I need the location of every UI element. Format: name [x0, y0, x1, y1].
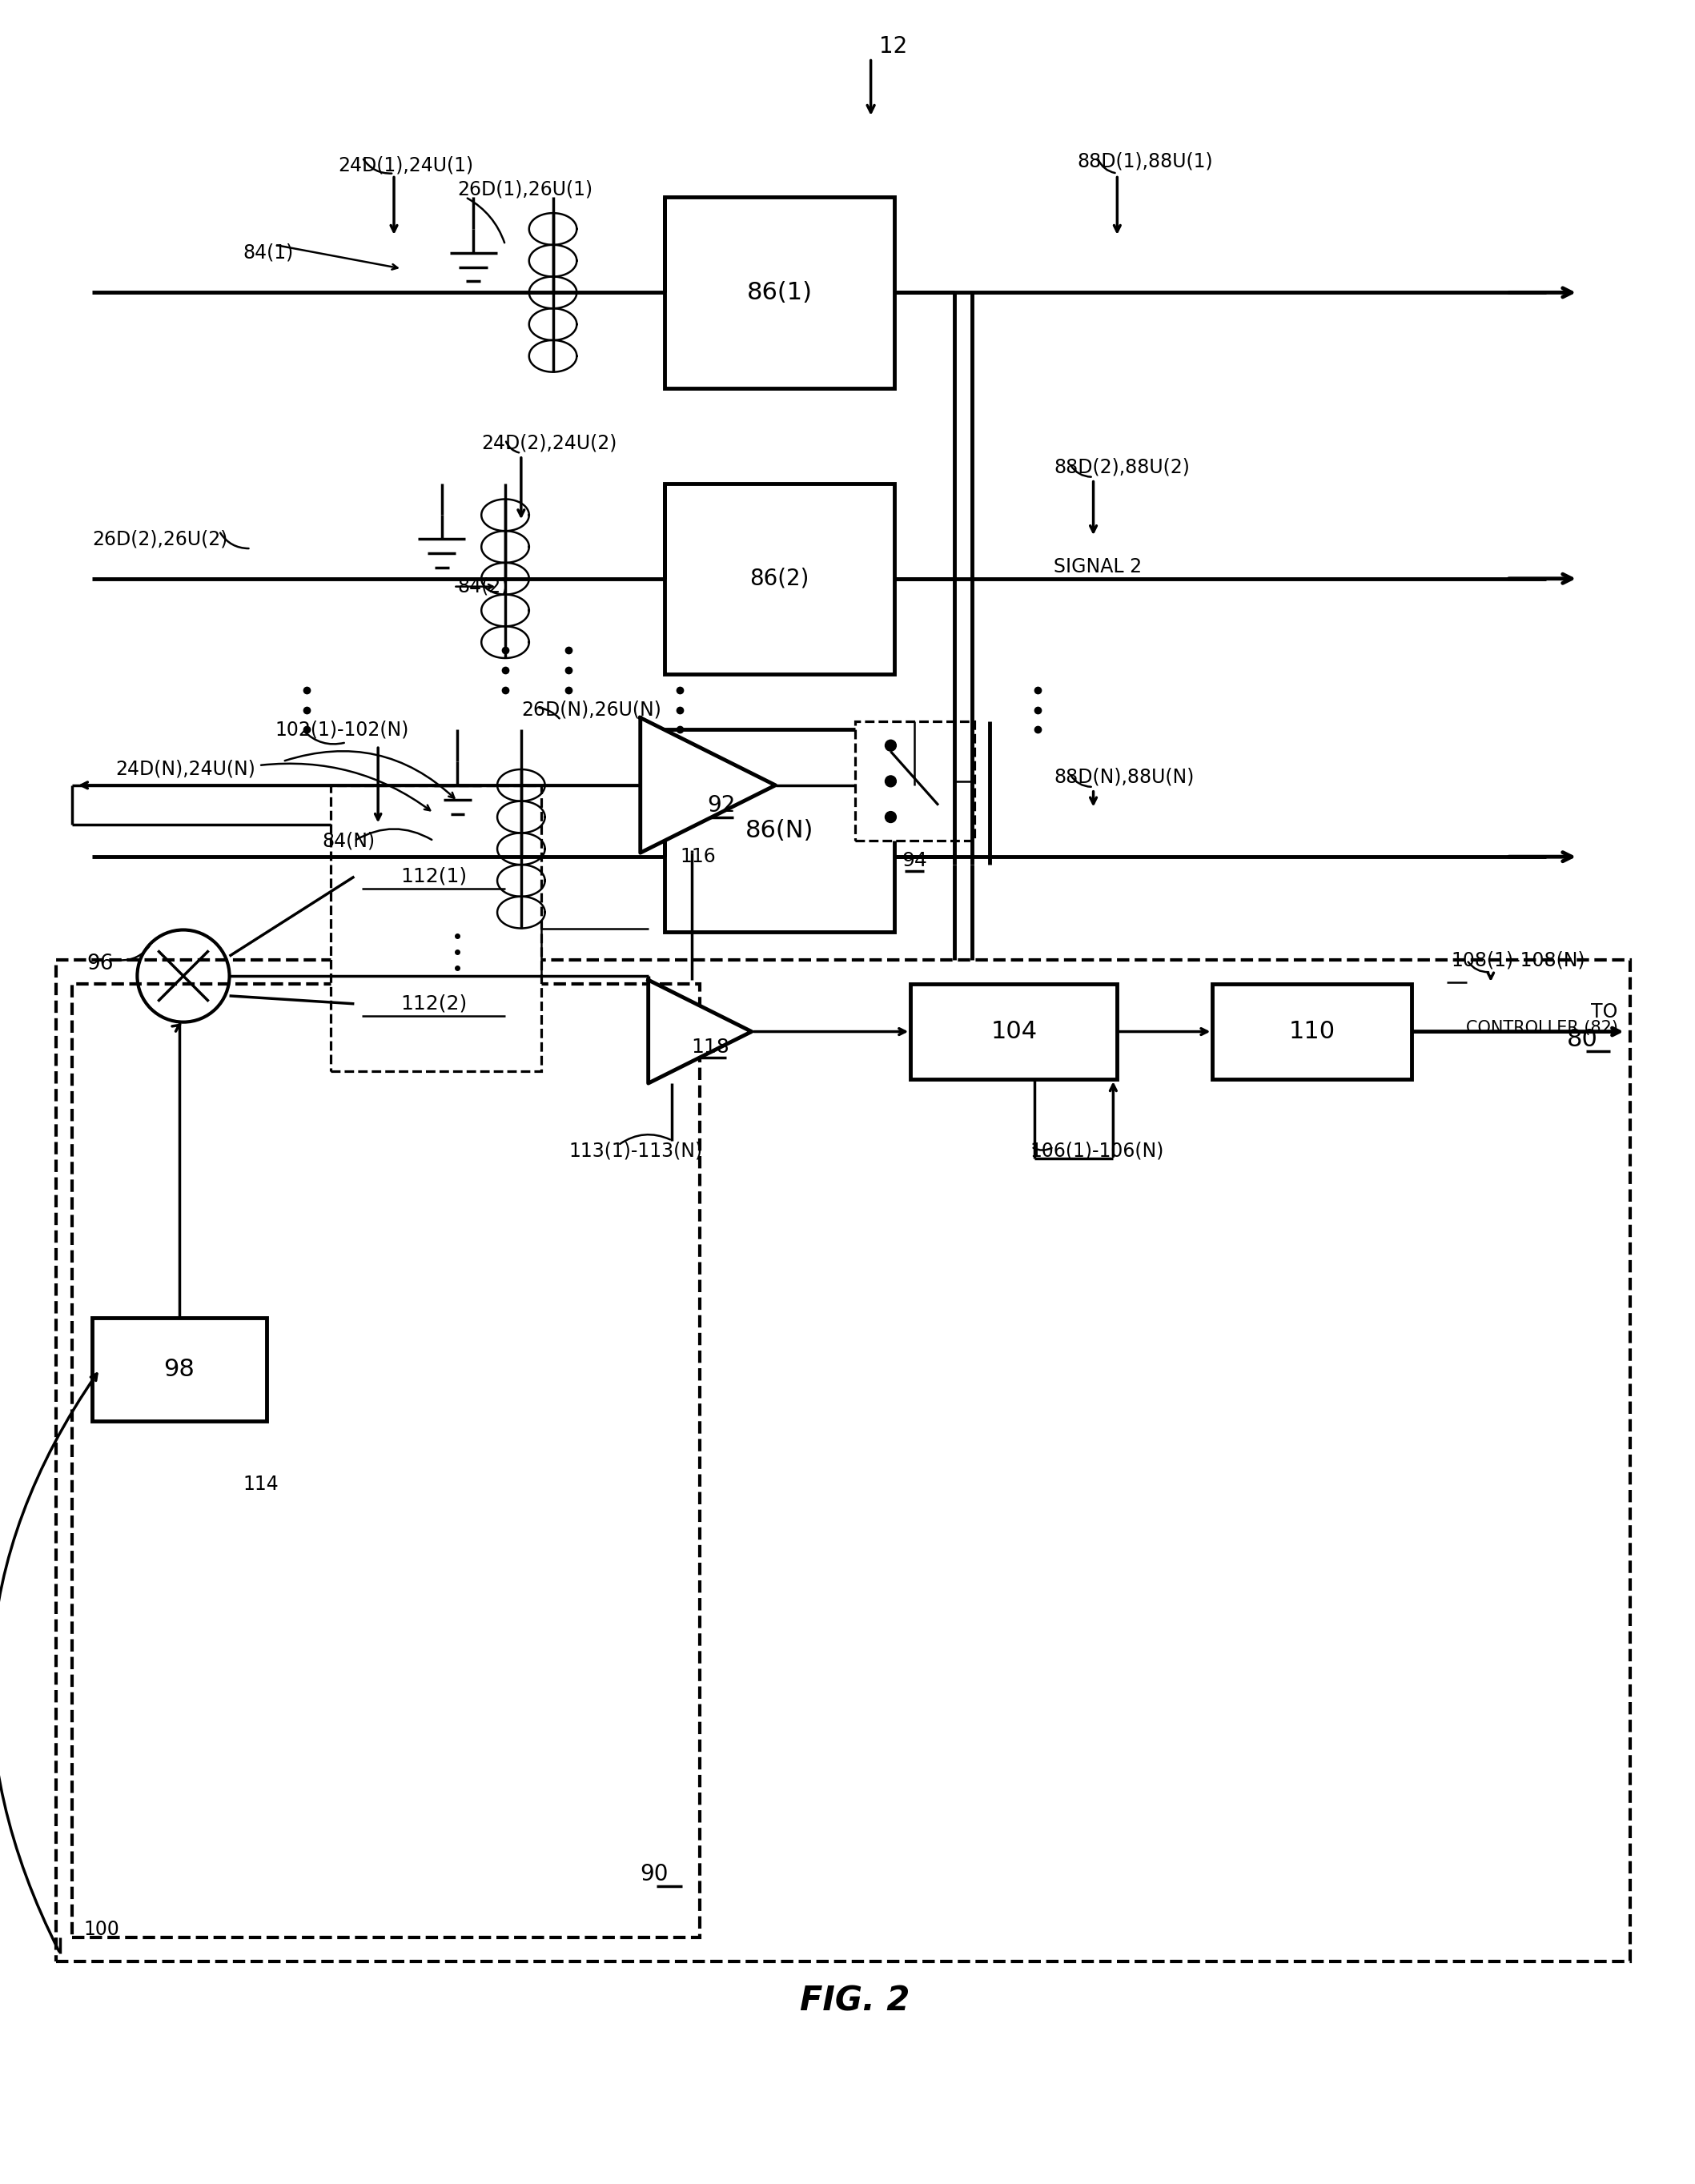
Text: 110: 110 [1288, 1020, 1336, 1044]
Bar [664, 729, 895, 933]
Circle shape [885, 740, 897, 751]
Text: 112(1): 112(1) [400, 867, 466, 887]
Text: 102(1)-102(N): 102(1)-102(N) [275, 721, 408, 738]
Text: 86(2): 86(2) [749, 568, 809, 590]
Text: 84(N): 84(N) [322, 832, 375, 850]
Text: 118: 118 [692, 1037, 729, 1057]
Text: 100: 100 [85, 1920, 120, 1939]
Bar [331, 786, 541, 1072]
Text: 12: 12 [878, 35, 907, 57]
Text: 80: 80 [1566, 1029, 1598, 1051]
Text: 98: 98 [164, 1358, 195, 1380]
Text: 84(2): 84(2) [458, 577, 508, 596]
Text: 24D(N),24U(N): 24D(N),24U(N) [115, 760, 256, 780]
Text: 26D(1),26U(1): 26D(1),26U(1) [458, 179, 593, 199]
Circle shape [885, 812, 897, 823]
Text: 86(N): 86(N) [746, 819, 814, 843]
Bar [854, 721, 975, 841]
Text: 88D(2),88U(2): 88D(2),88U(2) [1054, 459, 1190, 476]
Text: 88D(N),88U(N): 88D(N),88U(N) [1054, 769, 1193, 786]
Text: FIG. 2: FIG. 2 [800, 1985, 910, 2018]
Text: 24D(1),24U(1): 24D(1),24U(1) [339, 155, 473, 175]
Text: 84(1): 84(1) [242, 242, 293, 262]
Polygon shape [647, 981, 751, 1083]
Bar [354, 961, 514, 1048]
Text: 92: 92 [707, 795, 736, 817]
Bar [664, 483, 895, 675]
Text: 96: 96 [86, 954, 114, 974]
Bar [92, 1317, 266, 1422]
Bar [1212, 985, 1412, 1079]
Bar [664, 197, 895, 389]
Text: 104: 104 [990, 1020, 1037, 1044]
Bar [56, 961, 1631, 1961]
Text: 108(1)-108(N): 108(1)-108(N) [1451, 950, 1585, 970]
Text: 114: 114 [242, 1474, 278, 1494]
Bar [73, 985, 700, 1937]
Text: 112(2): 112(2) [400, 994, 468, 1013]
Text: 94: 94 [902, 852, 927, 871]
Text: 26D(N),26U(N): 26D(N),26U(N) [520, 701, 661, 719]
Text: 116: 116 [680, 847, 715, 867]
Text: 26D(2),26U(2): 26D(2),26U(2) [92, 529, 227, 548]
Text: 88D(1),88U(1): 88D(1),88U(1) [1078, 153, 1214, 170]
Text: 86(1): 86(1) [746, 282, 812, 304]
Text: 113(1)-113(N): 113(1)-113(N) [570, 1142, 703, 1160]
Circle shape [885, 775, 897, 786]
Text: TO: TO [1592, 1002, 1619, 1022]
Text: 106(1)-106(N): 106(1)-106(N) [1031, 1142, 1164, 1160]
Text: SIGNAL 2: SIGNAL 2 [1054, 557, 1142, 577]
Bar [910, 985, 1117, 1079]
Bar [354, 832, 514, 919]
Text: 90: 90 [639, 1863, 668, 1885]
Polygon shape [641, 719, 775, 852]
Text: CONTROLLER (82): CONTROLLER (82) [1466, 1020, 1619, 1035]
Text: 24D(2),24U(2): 24D(2),24U(2) [481, 435, 617, 452]
